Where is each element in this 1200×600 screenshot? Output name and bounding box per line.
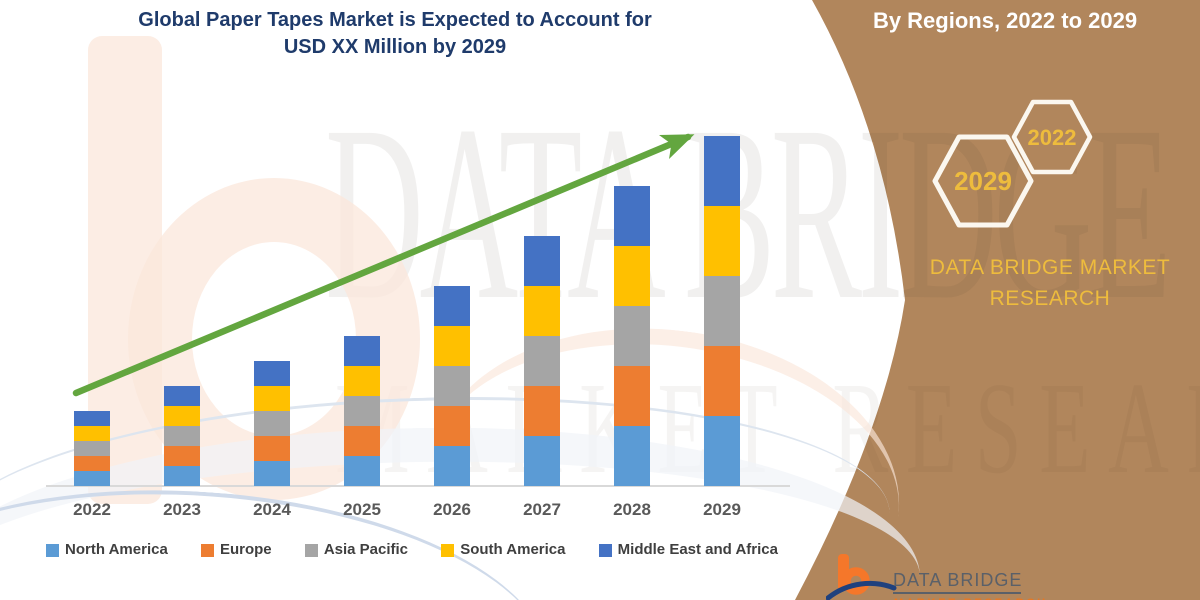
bar-segment-middle-east-and-africa (434, 286, 470, 326)
bar-segment-asia-pacific (614, 306, 650, 366)
bar-segment-asia-pacific (254, 411, 290, 436)
legend-item-asia-pacific: Asia Pacific (304, 541, 409, 558)
bar-segment-asia-pacific (164, 426, 200, 446)
bar-segment-middle-east-and-africa (74, 411, 110, 426)
panel-brand-line1: DATA BRIDGE MARKET (929, 256, 1171, 279)
x-axis-line (46, 485, 790, 487)
stacked-bar-2028 (614, 186, 650, 486)
x-axis-label-2027: 2027 (523, 500, 561, 519)
stacked-bar-2023 (164, 386, 200, 486)
legend-label: North America (65, 541, 168, 558)
hexagon-2022 (1011, 99, 1093, 175)
bar-segment-europe (524, 386, 560, 436)
legend-swatch (598, 543, 612, 557)
footer-logo-brand: DATA BRIDGE (893, 570, 1023, 590)
legend-label: South America (460, 541, 566, 558)
hexagon-2029-label: 2029 (954, 166, 1012, 196)
stacked-bar-2026 (434, 286, 470, 486)
bar-segment-south-america (524, 286, 560, 336)
stacked-bar-2022 (74, 411, 110, 486)
legend-label: Europe (219, 541, 272, 558)
bar-segment-south-america (704, 206, 740, 276)
chart-legend: North America Europe Asia Pacific South Ame… (46, 541, 778, 558)
bar-segment-asia-pacific (434, 366, 470, 406)
panel-heading: By Regions, 2022 to 2029 (872, 8, 1138, 33)
x-axis-label-2026: 2026 (433, 500, 471, 519)
legend-item-europe: Europe (200, 541, 272, 558)
bar-segment-north-america (704, 416, 740, 486)
bar-segment-south-america (164, 406, 200, 426)
legend-label: Middle East and Africa (617, 541, 778, 558)
bar-segment-asia-pacific (524, 336, 560, 386)
bar-segment-europe (434, 406, 470, 446)
bar-segment-north-america (434, 446, 470, 486)
bar-segment-north-america (524, 436, 560, 486)
bar-segment-europe (344, 426, 380, 456)
bar-segment-north-america (164, 466, 200, 486)
bar-segment-asia-pacific (344, 396, 380, 426)
chart-title-line2: USD XX Million by 2029 (283, 36, 507, 58)
bar-segment-europe (254, 436, 290, 461)
bar-segment-middle-east-and-africa (344, 336, 380, 366)
panel-brand-text: DATA BRIDGE MARKET RESEARCH (905, 252, 1195, 314)
legend-swatch (46, 543, 59, 557)
stacked-bar-2024 (254, 361, 290, 486)
legend-swatch (304, 543, 318, 557)
bar-segment-south-america (74, 426, 110, 441)
bar-segment-middle-east-and-africa (254, 361, 290, 386)
bar-segment-north-america (254, 461, 290, 486)
bar-segment-middle-east-and-africa (704, 136, 740, 206)
x-axis-label-2024: 2024 (253, 500, 291, 519)
bar-segment-middle-east-and-africa (524, 236, 560, 286)
bar-segment-europe (614, 366, 650, 426)
hexagon-2022-label: 2022 (1028, 125, 1077, 150)
hexagon-2029 (932, 134, 1034, 228)
x-axis-label-2025: 2025 (343, 500, 381, 519)
bar-segment-south-america (344, 366, 380, 396)
legend-item-south-america: South America (441, 541, 566, 558)
bar-segment-europe (164, 446, 200, 466)
x-axis-label-2022: 2022 (73, 500, 111, 519)
bar-segment-middle-east-and-africa (614, 186, 650, 246)
legend-item-middle-east-and-africa: Middle East and Africa (598, 541, 778, 558)
panel-brand-line2: RESEARCH (989, 287, 1111, 310)
bar-segment-north-america (614, 426, 650, 486)
legend-swatch (441, 543, 455, 557)
chart-title: Global Paper Tapes Market is Expected to… (0, 7, 790, 61)
stacked-bar-2025 (344, 336, 380, 486)
bar-segment-south-america (614, 246, 650, 306)
x-axis-label-2029: 2029 (703, 500, 741, 519)
x-axis-label-2028: 2028 (613, 500, 651, 519)
bar-segment-asia-pacific (704, 276, 740, 346)
bar-segment-middle-east-and-africa (164, 386, 200, 406)
footer-logo-rule (893, 592, 1021, 594)
bar-segment-europe (704, 346, 740, 416)
stacked-bar-2027 (524, 236, 560, 486)
bar-segment-asia-pacific (74, 441, 110, 456)
legend-item-north-america: North America (46, 541, 168, 558)
bar-segment-europe (74, 456, 110, 471)
legend-swatch (200, 543, 214, 557)
x-axis-label-2023: 2023 (163, 500, 201, 519)
bar-segment-south-america (254, 386, 290, 411)
stacked-bar-2029 (704, 136, 740, 486)
bar-segment-north-america (344, 456, 380, 486)
chart-title-line1: Global Paper Tapes Market is Expected to… (138, 9, 652, 31)
bar-segment-north-america (74, 471, 110, 486)
bar-segment-south-america (434, 326, 470, 366)
legend-label: Asia Pacific (323, 541, 409, 558)
